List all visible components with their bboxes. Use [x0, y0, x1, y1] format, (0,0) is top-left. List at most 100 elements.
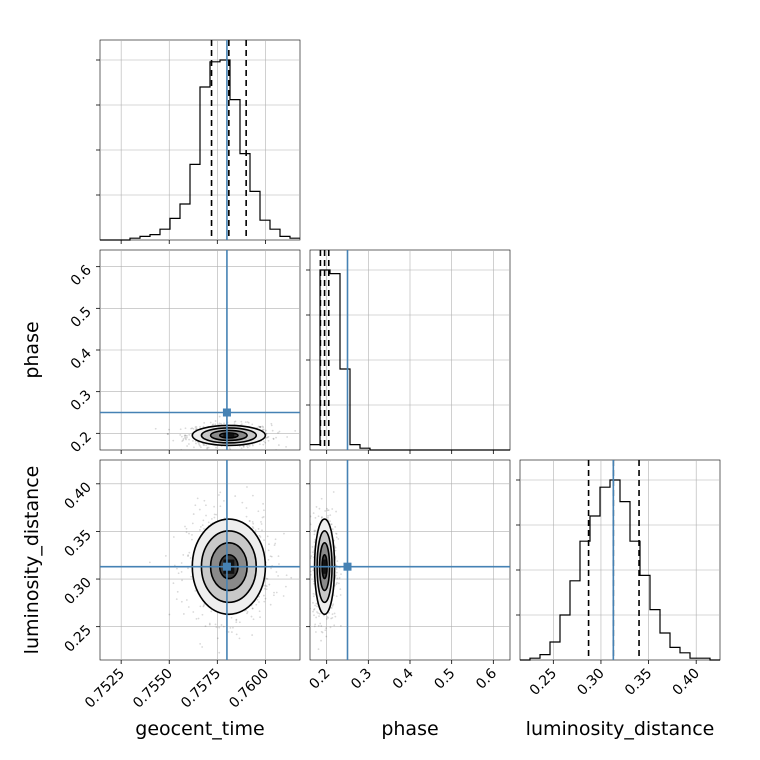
- sample-point: [335, 583, 338, 586]
- sample-point: [260, 521, 262, 523]
- sample-point: [339, 624, 342, 627]
- sample-point: [210, 518, 213, 520]
- sample-point: [188, 438, 191, 441]
- sample-point: [183, 434, 186, 437]
- sample-point: [312, 512, 315, 515]
- sample-point: [187, 567, 189, 570]
- sample-point: [267, 549, 270, 552]
- sample-point: [202, 425, 205, 428]
- sample-point: [310, 515, 312, 518]
- sample-point: [199, 605, 202, 608]
- sample-point: [312, 610, 314, 613]
- sample-point: [257, 425, 260, 428]
- sample-point: [187, 554, 190, 557]
- x-tick-label: 0.7575: [178, 666, 224, 712]
- sample-point: [330, 617, 333, 620]
- sample-point: [191, 427, 194, 430]
- sample-point: [330, 607, 333, 609]
- sample-point: [180, 571, 183, 573]
- sample-point: [232, 626, 234, 629]
- sample-point: [222, 625, 225, 628]
- sample-point: [251, 525, 254, 528]
- sample-point: [328, 611, 330, 614]
- sample-point: [264, 597, 267, 600]
- sample-point: [313, 607, 316, 610]
- sample-point: [265, 433, 268, 435]
- sample-point: [251, 634, 254, 636]
- sample-point: [234, 420, 237, 423]
- sample-point: [184, 437, 187, 440]
- sample-point: [202, 604, 205, 607]
- sample-point: [310, 570, 312, 573]
- x-tick-label: 0.3: [348, 666, 375, 693]
- sample-point: [207, 521, 210, 524]
- sample-point: [338, 577, 341, 579]
- sample-point: [215, 626, 218, 629]
- sample-point: [277, 555, 280, 557]
- sample-point: [331, 528, 334, 531]
- sample-point: [336, 560, 339, 563]
- sample-point: [185, 599, 188, 601]
- sample-point: [318, 612, 321, 615]
- sample-point: [248, 520, 251, 522]
- sample-point: [194, 504, 197, 507]
- sample-point: [331, 604, 334, 607]
- sample-point: [203, 422, 206, 424]
- contour-line: [209, 429, 248, 442]
- sample-point: [310, 523, 312, 526]
- sample-point: [184, 427, 187, 430]
- sample-point: [182, 554, 185, 556]
- sample-point: [312, 595, 315, 598]
- sample-point: [262, 428, 265, 431]
- sample-point: [311, 546, 314, 548]
- sample-point: [283, 532, 285, 535]
- sample-point: [285, 574, 288, 577]
- sample-point: [240, 447, 243, 450]
- sample-point: [270, 424, 273, 427]
- sample-point: [334, 574, 337, 577]
- sample-point: [168, 428, 170, 431]
- sample-point: [191, 533, 193, 536]
- y-tick-label: 0.25: [61, 622, 94, 655]
- sample-point: [180, 449, 183, 450]
- sample-point: [195, 426, 198, 428]
- sample-point: [258, 443, 261, 446]
- sample-point: [313, 614, 315, 617]
- sample-point: [332, 491, 335, 493]
- sample-point: [312, 608, 315, 611]
- sample-point: [324, 510, 327, 512]
- sample-point: [251, 494, 254, 497]
- sample-point: [320, 630, 323, 633]
- x-axis-label-luminosity_distance: luminosity_distance: [526, 718, 715, 740]
- sample-point: [275, 571, 278, 573]
- sample-point: [192, 611, 195, 613]
- sample-point: [216, 637, 219, 640]
- sample-point: [273, 594, 275, 597]
- sample-point: [197, 617, 200, 620]
- sample-point: [164, 554, 167, 557]
- sample-point: [275, 449, 277, 450]
- sample-point: [242, 446, 245, 448]
- sample-point: [234, 495, 237, 497]
- sample-point: [202, 443, 205, 446]
- x-axis-label-phase: phase: [381, 718, 438, 740]
- sample-point: [261, 428, 264, 431]
- sample-point: [258, 425, 261, 428]
- sample-point: [197, 442, 200, 444]
- sample-point: [257, 510, 260, 513]
- sample-point: [314, 604, 317, 607]
- sample-point: [332, 603, 335, 606]
- sample-point: [284, 585, 287, 588]
- sample-point: [213, 505, 215, 508]
- x-tick-label: 0.7550: [130, 666, 176, 712]
- sample-point: [219, 491, 222, 494]
- sample-point: [317, 648, 320, 650]
- sample-point: [321, 516, 323, 518]
- sample-point: [199, 525, 202, 528]
- sample-point: [321, 631, 324, 634]
- sample-point: [241, 501, 244, 504]
- sample-point: [320, 625, 323, 627]
- sample-point: [206, 446, 209, 449]
- sample-point: [192, 440, 194, 442]
- sample-point: [230, 631, 233, 633]
